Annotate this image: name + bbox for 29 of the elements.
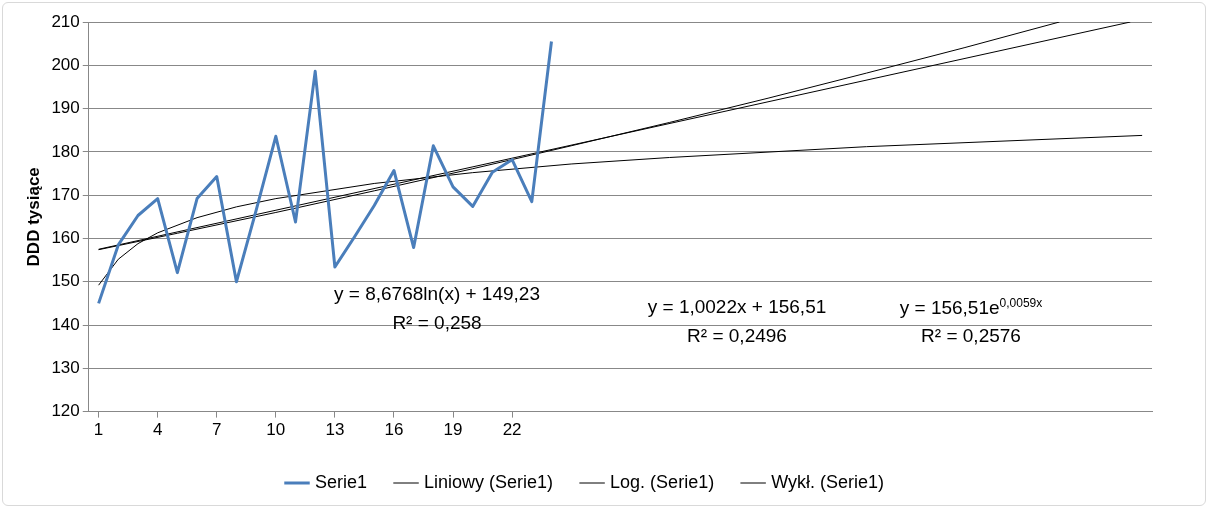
y-tick-label: 200	[51, 54, 80, 74]
y-tick-label: 140	[51, 314, 80, 334]
y-tick-label: 160	[51, 228, 80, 248]
y-tick-label: 130	[51, 358, 80, 377]
y-tick-label: 190	[51, 98, 80, 118]
y-tick-label: 180	[51, 141, 80, 161]
x-tick-label: 13	[325, 420, 345, 440]
y-tick-label: 210	[51, 11, 80, 31]
x-tick-label: 1	[93, 420, 104, 440]
y-tick-label: 120	[51, 401, 80, 421]
x-tick-label: 19	[443, 420, 463, 440]
y-tick-label: 150	[51, 271, 80, 291]
x-tick-label: 16	[384, 420, 404, 440]
x-tick-label: 22	[502, 420, 522, 440]
y-axis-title: DDD tysiące	[23, 167, 43, 267]
x-tick-label: 7	[212, 420, 222, 440]
x-tick-label: 4	[152, 420, 163, 440]
annotation: R² = 0,2576	[921, 325, 1021, 347]
annotation: R² = 0,258	[392, 312, 482, 334]
legend-label: Log. (Serie1)	[610, 471, 715, 492]
annotation: y = 1,0022x + 156,51	[647, 296, 827, 318]
x-tick-label: 10	[266, 420, 286, 440]
annotation: R² = 0,2496	[687, 325, 787, 347]
legend-label: Serie1	[315, 471, 368, 492]
annotation: y = 8,6768ln(x) + 149,23	[334, 283, 540, 305]
legend-label: Wykł. (Serie1)	[771, 471, 884, 492]
annotation: y = 156,51e$^{0,0059x}$	[899, 296, 1043, 320]
legend-label: Liniowy (Serie1)	[424, 471, 554, 492]
y-tick-label: 170	[51, 184, 80, 204]
